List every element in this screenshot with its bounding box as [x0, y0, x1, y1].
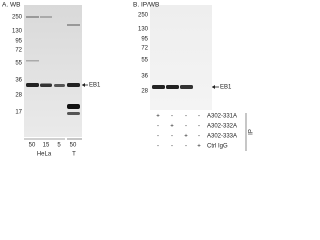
sign: -: [157, 124, 159, 130]
sign: -: [185, 144, 187, 150]
marker-label: 36: [15, 78, 22, 84]
group-label: T: [72, 152, 76, 158]
group-label: HeLa: [37, 152, 52, 158]
sign: -: [157, 134, 159, 140]
sign: -: [171, 134, 173, 140]
blot-b: [150, 5, 212, 110]
target-label: EB1: [220, 85, 232, 91]
marker-label: 95: [141, 37, 148, 43]
panel-title: A. WB: [2, 2, 20, 9]
sign: -: [185, 114, 187, 120]
row-label: A302-333A: [207, 134, 237, 140]
sign: -: [171, 114, 173, 120]
marker-label: 250: [138, 13, 149, 19]
target-label: EB1: [89, 83, 101, 89]
panel-title: B. IP/WB: [133, 2, 159, 9]
side-label: IP: [249, 129, 255, 135]
bands-b: [152, 85, 193, 89]
sign: -: [198, 134, 200, 140]
row-label: Ctrl IgG: [207, 144, 228, 150]
marker-label: 130: [12, 29, 23, 35]
sign: -: [185, 124, 187, 130]
sign: +: [156, 114, 160, 120]
marker-label: 130: [138, 27, 149, 33]
lane-amount: 50: [29, 143, 36, 149]
sign: +: [184, 134, 188, 140]
marker-label: 36: [141, 74, 148, 80]
marker-label: 250: [12, 15, 23, 21]
sign: +: [170, 124, 174, 130]
marker-label: 95: [15, 39, 22, 45]
sign: -: [171, 144, 173, 150]
sign: -: [198, 124, 200, 130]
marker-label: 55: [141, 58, 148, 64]
lane-amount: 50: [70, 143, 77, 149]
row-label: A302-331A: [207, 114, 237, 120]
sign: +: [197, 144, 201, 150]
lane-amount: 5: [57, 143, 61, 149]
bands-a: [26, 16, 80, 115]
marker-label: 72: [141, 46, 148, 52]
marker-label: 55: [15, 61, 22, 67]
marker-label: 28: [141, 89, 148, 95]
row-label: A302-332A: [207, 124, 237, 130]
marker-label: 17: [15, 110, 22, 116]
marker-label: 72: [15, 48, 22, 54]
lane-amount: 15: [43, 143, 50, 149]
sign: -: [198, 114, 200, 120]
marker-label: 28: [15, 93, 22, 99]
sign: -: [157, 144, 159, 150]
